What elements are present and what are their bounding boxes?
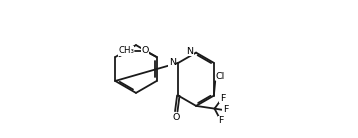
Text: O: O [141,46,149,55]
Text: F: F [220,94,225,103]
Text: F: F [223,105,228,115]
Text: N: N [169,58,176,67]
Text: CH₃: CH₃ [118,46,134,55]
Text: F: F [218,116,223,125]
Text: N: N [187,47,194,56]
Text: O: O [173,113,180,122]
Text: Cl: Cl [216,72,225,81]
